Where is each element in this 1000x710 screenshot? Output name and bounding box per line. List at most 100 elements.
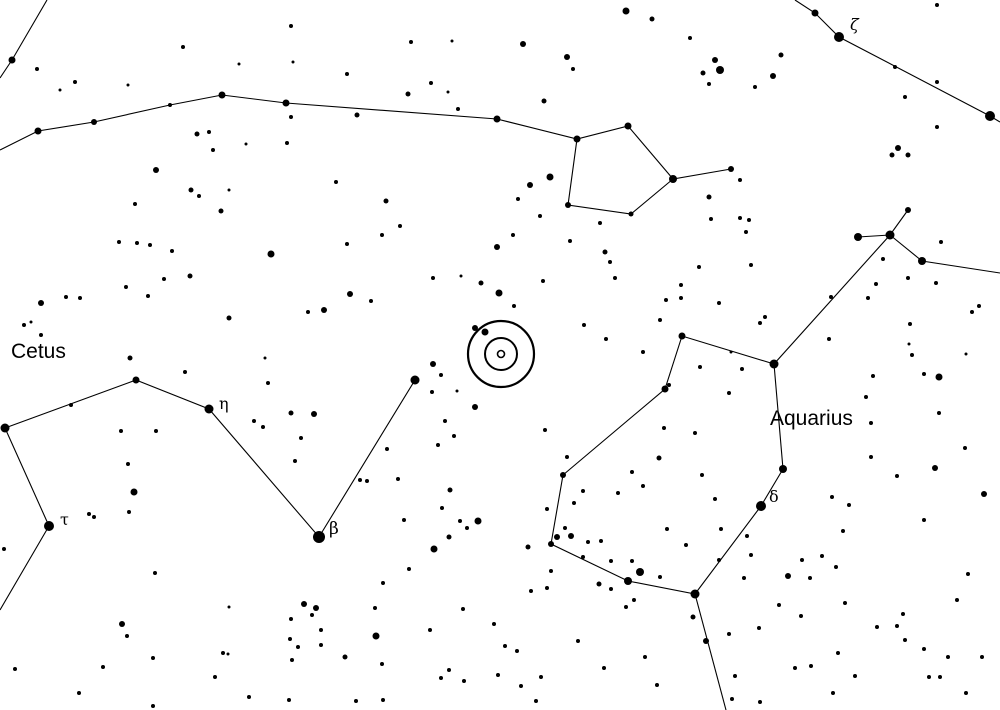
star bbox=[263, 356, 267, 360]
star bbox=[218, 208, 224, 214]
star bbox=[655, 683, 659, 687]
star bbox=[527, 182, 533, 188]
star bbox=[398, 224, 402, 228]
star bbox=[430, 545, 438, 553]
star bbox=[520, 41, 526, 47]
star bbox=[753, 85, 757, 89]
star bbox=[365, 479, 369, 483]
star bbox=[669, 175, 677, 183]
star bbox=[738, 216, 742, 220]
star bbox=[831, 691, 835, 695]
star bbox=[227, 188, 231, 192]
star bbox=[183, 370, 187, 374]
star bbox=[778, 52, 784, 58]
star bbox=[927, 675, 931, 679]
star bbox=[430, 361, 436, 367]
star bbox=[885, 230, 895, 240]
star bbox=[602, 249, 608, 255]
star bbox=[354, 112, 360, 118]
star bbox=[168, 103, 172, 107]
star bbox=[641, 484, 645, 488]
star bbox=[409, 40, 413, 44]
star bbox=[875, 625, 879, 629]
constellation-label-cetus: Cetus bbox=[11, 340, 66, 363]
star bbox=[609, 587, 613, 591]
star bbox=[717, 558, 721, 562]
star bbox=[906, 276, 910, 280]
star bbox=[472, 325, 478, 331]
star bbox=[227, 605, 231, 609]
star bbox=[124, 285, 128, 289]
star bbox=[624, 122, 632, 130]
star bbox=[372, 632, 380, 640]
star bbox=[560, 472, 566, 478]
star bbox=[313, 531, 325, 543]
star bbox=[613, 276, 617, 280]
star bbox=[496, 673, 500, 677]
star bbox=[756, 501, 766, 511]
star bbox=[126, 83, 130, 87]
star bbox=[127, 510, 131, 514]
star bbox=[538, 214, 542, 218]
star bbox=[616, 491, 620, 495]
star bbox=[841, 529, 845, 533]
star bbox=[407, 567, 411, 571]
star bbox=[380, 233, 384, 237]
star bbox=[908, 322, 912, 326]
star bbox=[548, 541, 554, 547]
star bbox=[608, 260, 612, 264]
target-marker bbox=[466, 319, 536, 389]
star-label-delta: δ bbox=[769, 487, 779, 506]
star bbox=[729, 350, 733, 354]
star bbox=[706, 194, 712, 200]
star bbox=[22, 323, 26, 327]
star bbox=[728, 166, 734, 172]
star bbox=[985, 111, 995, 121]
star bbox=[345, 72, 349, 76]
star bbox=[151, 656, 155, 660]
star bbox=[665, 527, 669, 531]
star bbox=[428, 628, 432, 632]
star bbox=[289, 617, 293, 621]
star bbox=[443, 419, 447, 423]
star bbox=[811, 9, 819, 17]
star bbox=[92, 515, 96, 519]
star bbox=[525, 544, 531, 550]
star bbox=[154, 429, 158, 433]
star bbox=[836, 651, 840, 655]
star bbox=[519, 684, 523, 688]
constellation-line bbox=[857, 234, 891, 238]
star bbox=[29, 320, 33, 324]
star bbox=[383, 198, 389, 204]
star bbox=[785, 573, 791, 579]
star bbox=[568, 239, 572, 243]
star bbox=[903, 95, 907, 99]
star bbox=[738, 178, 742, 182]
constellation-label-aquarius: Aquarius bbox=[770, 407, 853, 430]
star bbox=[664, 298, 668, 302]
star-label-beta: β bbox=[329, 519, 339, 539]
star bbox=[431, 276, 435, 280]
star bbox=[733, 674, 737, 678]
star bbox=[918, 257, 926, 265]
star bbox=[516, 197, 520, 201]
star bbox=[910, 353, 914, 357]
star bbox=[777, 603, 781, 607]
star bbox=[869, 421, 873, 425]
star bbox=[922, 647, 926, 651]
star bbox=[869, 455, 873, 459]
star bbox=[481, 328, 489, 336]
star bbox=[197, 194, 201, 198]
star bbox=[678, 332, 686, 340]
star bbox=[546, 173, 554, 181]
star bbox=[763, 315, 767, 319]
star bbox=[237, 62, 241, 66]
star bbox=[512, 304, 516, 308]
star bbox=[609, 559, 613, 563]
star bbox=[410, 375, 420, 385]
star bbox=[127, 355, 133, 361]
star-label-zeta: ζ bbox=[850, 15, 860, 34]
star bbox=[847, 503, 851, 507]
star bbox=[38, 300, 44, 306]
star bbox=[564, 54, 570, 60]
